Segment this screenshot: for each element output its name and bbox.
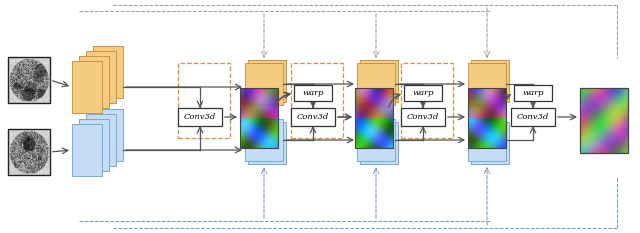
Bar: [471, 122, 509, 164]
Bar: [86, 114, 116, 166]
Text: warp: warp: [412, 89, 434, 97]
Text: Conv3d: Conv3d: [297, 113, 329, 121]
Bar: [471, 60, 509, 102]
Bar: [248, 122, 286, 164]
Bar: [291, 108, 335, 126]
Bar: [291, 63, 343, 138]
Bar: [511, 108, 555, 126]
Bar: [93, 46, 123, 98]
Bar: [79, 56, 109, 108]
Bar: [8, 129, 50, 175]
Bar: [468, 63, 506, 105]
Bar: [357, 63, 395, 105]
Bar: [468, 88, 506, 148]
Bar: [8, 57, 50, 103]
Text: Conv3d: Conv3d: [184, 113, 216, 121]
Text: warp: warp: [522, 89, 544, 97]
Bar: [401, 108, 445, 126]
Bar: [79, 119, 109, 171]
Bar: [93, 109, 123, 161]
Text: warp: warp: [302, 89, 324, 97]
Bar: [357, 119, 395, 161]
Bar: [360, 122, 398, 164]
Bar: [240, 88, 278, 148]
Bar: [294, 85, 332, 101]
Bar: [245, 63, 283, 105]
Bar: [514, 85, 552, 101]
Bar: [178, 108, 222, 126]
Bar: [178, 63, 230, 138]
Text: Conv3d: Conv3d: [407, 113, 439, 121]
Bar: [404, 85, 442, 101]
Bar: [86, 51, 116, 103]
Bar: [355, 88, 393, 148]
Bar: [580, 88, 628, 153]
Bar: [360, 60, 398, 102]
Bar: [72, 61, 102, 113]
Bar: [248, 60, 286, 102]
Bar: [245, 119, 283, 161]
Bar: [72, 124, 102, 176]
Bar: [468, 119, 506, 161]
Bar: [401, 63, 453, 138]
Text: Conv3d: Conv3d: [517, 113, 549, 121]
